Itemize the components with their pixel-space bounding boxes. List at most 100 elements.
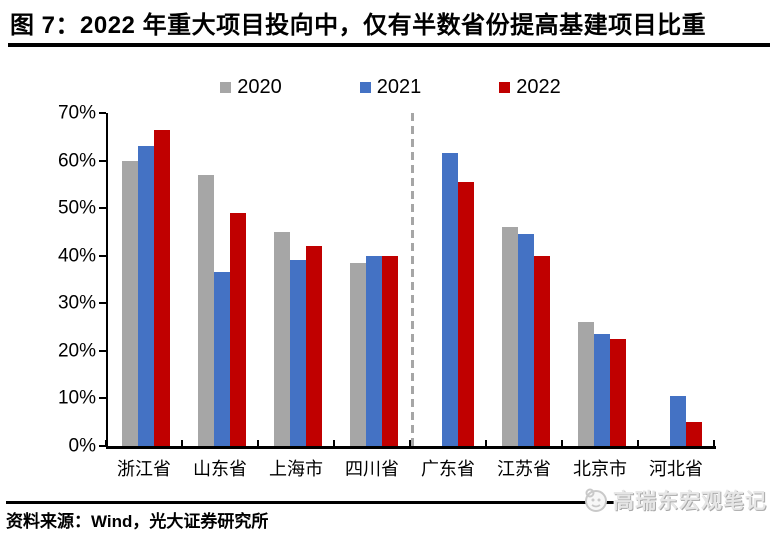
bar-2020 — [198, 174, 214, 446]
x-axis-tick — [485, 440, 487, 446]
figure-title: 图 7：2022 年重大项目投向中，仅有半数省份提高基建项目比重 — [10, 12, 707, 39]
bar-2022 — [382, 255, 398, 446]
bar-2020 — [350, 262, 366, 446]
bar-2022 — [610, 338, 626, 446]
x-axis-label: 上海市 — [269, 459, 323, 479]
y-axis-tick — [99, 349, 106, 352]
x-axis-label: 浙江省 — [117, 459, 171, 479]
bar-slot-2021 — [594, 113, 610, 446]
bar-2022 — [154, 129, 170, 446]
bar-slot-2022 — [230, 113, 246, 446]
bar-slot-2021 — [442, 113, 458, 446]
bar-2022 — [230, 212, 246, 446]
x-axis-label: 河北省 — [649, 459, 703, 479]
bar-group — [488, 113, 564, 446]
bar-slot-2021 — [214, 113, 230, 446]
bar-group — [412, 113, 488, 446]
watermark: 高瑞东宏观笔记 — [582, 485, 767, 515]
x-axis-tick — [181, 440, 183, 446]
bar-slot-2021 — [518, 113, 534, 446]
y-axis-tick — [99, 302, 106, 305]
legend-item-2021: 2021 — [359, 76, 422, 99]
bar-2022 — [686, 422, 702, 446]
bar-slot-2020 — [654, 113, 670, 446]
bar-2021 — [518, 234, 534, 446]
y-axis-tick-label: 30% — [57, 292, 96, 314]
bar-2021 — [442, 153, 458, 446]
y-axis-tick — [99, 112, 106, 114]
x-axis-tick — [409, 440, 411, 446]
y-axis-tick — [99, 159, 106, 162]
source-note: 资料来源：Wind，光大证券研究所 — [6, 512, 269, 531]
legend-label: 2022 — [516, 76, 561, 98]
bar-group — [640, 113, 716, 446]
y-axis-tick-label: 50% — [57, 197, 96, 219]
legend-item-2020: 2020 — [220, 76, 282, 99]
x-axis-tick — [637, 440, 639, 446]
x-axis-tick — [333, 440, 335, 446]
watermark-text: 高瑞东宏观笔记 — [613, 490, 767, 513]
bar-slot-2021 — [670, 113, 686, 446]
y-axis-tick-label: 60% — [57, 150, 96, 172]
bar-slot-2021 — [138, 113, 154, 446]
bar-slot-2022 — [382, 113, 398, 446]
bar-2021 — [290, 260, 306, 446]
y-axis-tick-label: 20% — [57, 340, 96, 362]
x-axis-tick — [257, 440, 259, 446]
plot-area — [99, 112, 716, 449]
bar-2021 — [670, 396, 686, 446]
bar-slot-2020 — [122, 113, 138, 446]
bar-slot-2022 — [686, 113, 702, 446]
y-axis-tick — [99, 397, 106, 400]
legend-label: 2021 — [376, 76, 422, 98]
x-axis-label: 山东省 — [193, 459, 247, 479]
title-underline — [8, 43, 770, 47]
y-axis-tick — [99, 254, 106, 257]
footer-divider — [6, 501, 614, 504]
bar-2021 — [214, 272, 230, 446]
bar-slot-2021 — [290, 113, 306, 446]
bar-2022 — [534, 255, 550, 446]
separator-dashed-line — [410, 113, 414, 446]
bar-2022 — [306, 246, 322, 446]
x-axis-labels: 浙江省 山东省 上海市 四川省 广东省 江苏省 北京市 河北省 — [106, 455, 714, 481]
bar-2022 — [458, 181, 474, 446]
x-axis-tick — [105, 440, 107, 446]
bar-slot-2020 — [274, 113, 290, 446]
legend-swatch-2020 — [220, 82, 232, 93]
y-axis-tick-label: 40% — [57, 245, 96, 267]
legend-label: 2020 — [237, 76, 282, 98]
bar-slot-2022 — [154, 113, 170, 446]
x-axis-label: 北京市 — [573, 459, 627, 479]
x-axis-tick — [713, 440, 715, 446]
bar-2020 — [274, 231, 290, 446]
y-axis-tick — [99, 445, 106, 447]
watermark-avatar-icon — [585, 488, 607, 512]
bar-2020 — [502, 227, 518, 446]
chart-legend: 2020 2021 2022 — [0, 76, 781, 99]
bar-slot-2020 — [426, 113, 442, 446]
x-axis-label: 广东省 — [421, 459, 475, 479]
legend-swatch-2021 — [359, 82, 371, 93]
y-axis-tick-label: 70% — [57, 102, 96, 124]
bar-group — [336, 113, 412, 446]
x-axis-ticks — [105, 440, 715, 446]
legend-swatch-2022 — [499, 82, 511, 93]
y-axis-tick — [99, 207, 106, 210]
x-axis-tick — [561, 440, 563, 446]
bar-group — [184, 113, 260, 446]
bar-slot-2022 — [610, 113, 626, 446]
y-axis-tick-label: 0% — [68, 435, 96, 457]
x-axis-label: 四川省 — [345, 459, 399, 479]
bar-group — [108, 113, 184, 446]
legend-item-2022: 2022 — [499, 76, 561, 99]
bar-group — [564, 113, 640, 446]
bar-group — [260, 113, 336, 446]
bar-2021 — [594, 334, 610, 446]
bar-2021 — [366, 255, 382, 446]
y-axis-tick-label: 10% — [57, 387, 96, 409]
bar-slot-2020 — [502, 113, 518, 446]
y-axis: 0% 10% 20% 30% 40% 50% 60% 70% — [0, 104, 96, 456]
bar-2020 — [122, 160, 138, 446]
